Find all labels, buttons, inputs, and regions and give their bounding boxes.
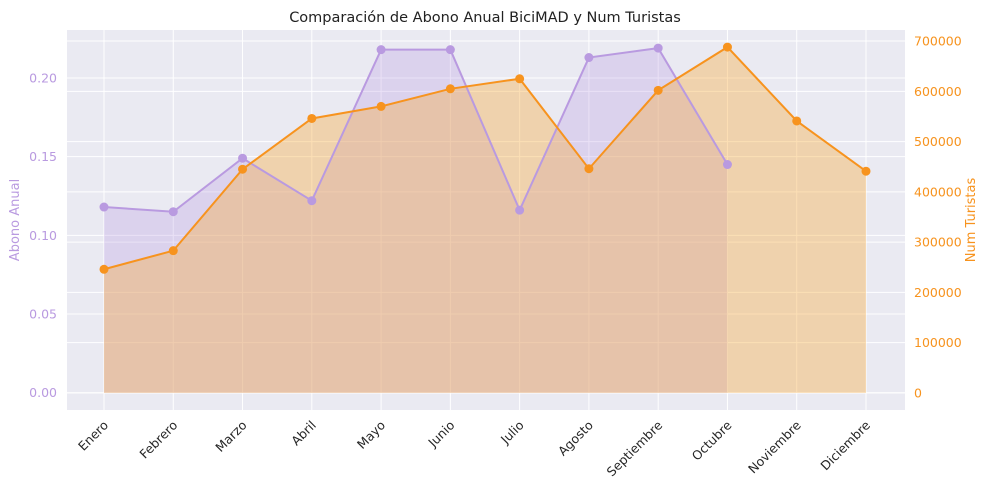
num-turistas-line bbox=[103, 45, 867, 271]
y-right-axis-label: Num Turistas bbox=[964, 178, 979, 263]
plot-background bbox=[67, 30, 905, 410]
y-right-tick-label: 300000 bbox=[914, 235, 962, 250]
num-turistas-point bbox=[515, 74, 525, 84]
y-right-tick-label: 100000 bbox=[914, 335, 962, 350]
y-right-tick-label: 400000 bbox=[914, 184, 962, 199]
y-right-tick-label: 200000 bbox=[914, 285, 962, 300]
x-tick-label: Marzo bbox=[212, 418, 249, 455]
y-left-tick-label: 0.00 bbox=[29, 385, 57, 400]
abono-anual-line bbox=[103, 47, 729, 213]
x-tick-label: Diciembre bbox=[817, 417, 873, 473]
area-fills bbox=[104, 47, 866, 393]
x-tick-label: Junio bbox=[424, 418, 457, 451]
x-tick-label: Agosto bbox=[555, 418, 596, 459]
chart-title: Comparación de Abono Anual BiciMAD y Num… bbox=[289, 10, 681, 26]
y-left-tick-label: 0.05 bbox=[29, 307, 57, 322]
num-turistas-point bbox=[445, 84, 455, 94]
num-turistas-point bbox=[792, 116, 802, 126]
abono-anual-point bbox=[238, 153, 248, 163]
y-left-tick-label: 0.20 bbox=[29, 70, 57, 85]
x-tick-label: Abril bbox=[288, 418, 319, 449]
y-left-tick-label: 0.15 bbox=[29, 149, 57, 164]
abono-anual-area bbox=[104, 48, 728, 393]
num-turistas-point bbox=[861, 166, 871, 176]
y-right-tick-label: 0 bbox=[914, 385, 922, 400]
y-right-tick-label: 500000 bbox=[914, 134, 962, 149]
x-tick-label: Septiembre bbox=[604, 417, 666, 479]
x-tick-label: Noviembre bbox=[745, 417, 804, 476]
num-turistas-point bbox=[653, 85, 663, 95]
num-turistas-point bbox=[584, 164, 594, 174]
abono-anual-point bbox=[653, 43, 663, 53]
y-right-tick-label: 600000 bbox=[914, 84, 962, 99]
series-lines bbox=[103, 45, 867, 271]
num-turistas-point bbox=[238, 164, 248, 174]
x-tick-label: Enero bbox=[75, 418, 111, 454]
abono-anual-point bbox=[307, 196, 317, 206]
x-tick-label: Febrero bbox=[136, 418, 180, 462]
x-tick-label: Mayo bbox=[354, 418, 388, 452]
abono-anual-point bbox=[376, 45, 386, 55]
num-turistas-point bbox=[722, 42, 732, 52]
abono-anual-point bbox=[584, 53, 594, 63]
abono-anual-point bbox=[99, 202, 109, 212]
abono-anual-point bbox=[168, 207, 178, 217]
y-right-tick-labels: 0 100000 200000 300000 400000 500000 600000 700… bbox=[914, 34, 962, 401]
y-right-tick-label: 700000 bbox=[914, 34, 962, 49]
num-turistas-point bbox=[376, 101, 386, 111]
num-turistas-area bbox=[104, 47, 866, 393]
num-turistas-point bbox=[99, 264, 109, 274]
y-left-axis-label: Abono Anual bbox=[8, 179, 23, 261]
abono-anual-point bbox=[515, 205, 525, 215]
x-tick-label: Julio bbox=[497, 418, 527, 448]
y-left-tick-label: 0.10 bbox=[29, 228, 57, 243]
y-left-tick-labels: 0.00 0.05 0.10 0.15 0.20 bbox=[29, 70, 57, 400]
abono-anual-point bbox=[722, 160, 732, 170]
num-turistas-point bbox=[168, 246, 178, 256]
x-tick-labels: Enero Febrero Marzo Abril Mayo Junio Julio Agos… bbox=[75, 417, 873, 479]
num-turistas-point bbox=[307, 113, 317, 123]
abono-anual-point bbox=[445, 45, 455, 55]
series-points bbox=[99, 42, 871, 274]
x-tick-label: Octubre bbox=[689, 417, 735, 463]
